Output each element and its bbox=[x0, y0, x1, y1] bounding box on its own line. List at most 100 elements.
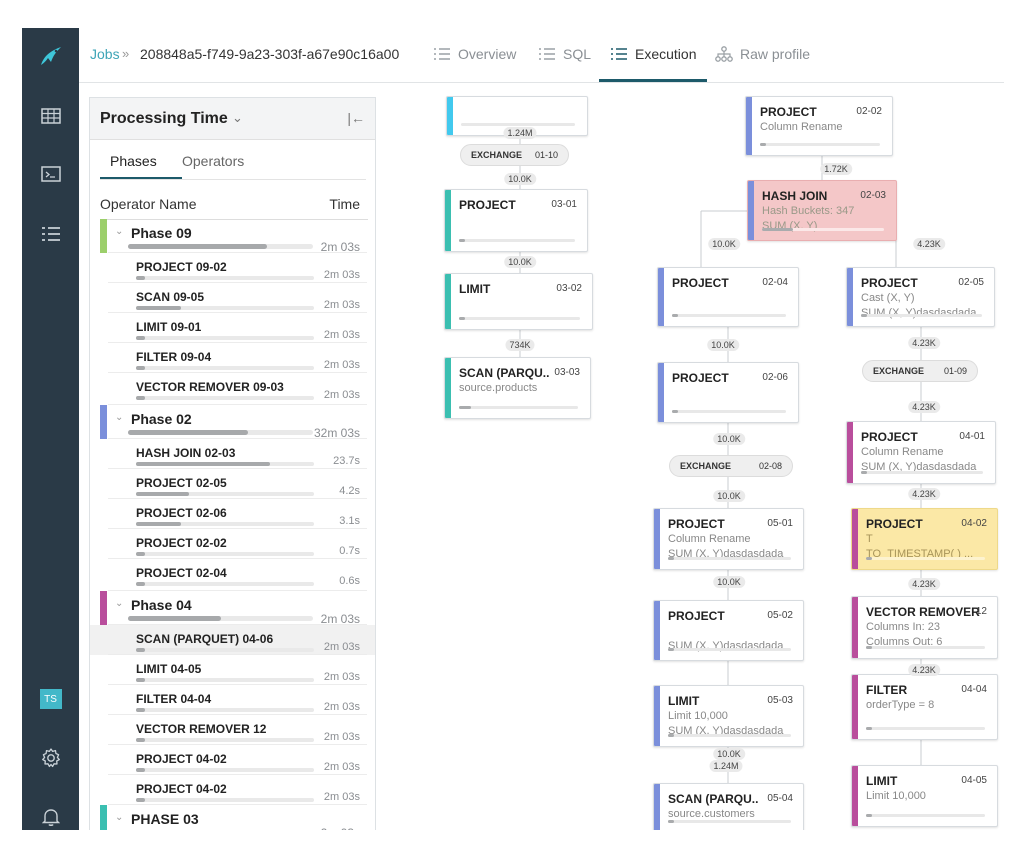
subtab-phases[interactable]: Phases bbox=[110, 153, 157, 169]
time-bar bbox=[136, 582, 314, 586]
operator-row[interactable]: SCAN (PARQUET) 04-06 2m 03s bbox=[90, 625, 375, 655]
operator-row[interactable]: VECTOR REMOVER 09-03 2m 03s bbox=[90, 373, 375, 405]
node-time-bar-fill bbox=[459, 406, 471, 409]
phase-row[interactable]: ⌄ Phase 09 2m 03s bbox=[90, 219, 375, 254]
operator-row[interactable]: LIMIT 04-05 2m 03s bbox=[90, 655, 375, 685]
subtab-operators[interactable]: Operators bbox=[182, 153, 245, 169]
operator-node[interactable]: LIMIT 03-02 bbox=[444, 273, 593, 330]
operator-node[interactable]: HASH JOIN 02-03 Hash Buckets: 347 SUM (X, Y… bbox=[747, 180, 897, 241]
operator-node[interactable]: PROJECT 02-02 Column Rename bbox=[745, 96, 893, 156]
job-id: 208848a5-f749-9a23-303f-a67e90c16a00 bbox=[140, 46, 400, 62]
operator-row[interactable]: FILTER 04-04 2m 03s bbox=[90, 685, 375, 715]
chevron-down-icon[interactable]: ⌄ bbox=[115, 412, 124, 423]
node-time-bar-fill bbox=[459, 317, 466, 320]
operator-node[interactable]: LIMIT 04-05 Limit 10,000 bbox=[851, 765, 998, 827]
row-time: 0.6s bbox=[339, 575, 360, 587]
operator-row[interactable]: PROJECT 04-02 2m 03s bbox=[90, 745, 375, 775]
operator-row[interactable]: PROJECT 04-02 2m 03s bbox=[90, 775, 375, 805]
phase-row[interactable]: ⌄ Phase 02 32m 03s bbox=[90, 405, 375, 440]
operator-row[interactable]: LIMIT 09-01 2m 03s bbox=[90, 313, 375, 343]
node-title: FILTER bbox=[866, 683, 908, 697]
node-detail: T bbox=[866, 533, 873, 545]
operator-row[interactable]: FILTER 09-04 2m 03s bbox=[90, 343, 375, 373]
table-icon[interactable] bbox=[22, 105, 79, 127]
tab-sql[interactable]: SQL bbox=[538, 46, 591, 62]
node-detail: Limit 10,000 bbox=[866, 790, 926, 802]
time-bar bbox=[128, 244, 313, 249]
node-code: 05-02 bbox=[767, 610, 793, 621]
terminal-icon[interactable] bbox=[22, 163, 79, 185]
row-divider bbox=[108, 282, 367, 283]
operator-row[interactable]: PROJECT 09-02 2m 03s bbox=[90, 253, 375, 283]
row-divider bbox=[108, 312, 367, 313]
operator-row[interactable]: SCAN 09-05 2m 03s bbox=[90, 283, 375, 313]
chevron-down-icon[interactable]: ⌄ bbox=[115, 226, 124, 237]
operator-row[interactable]: PROJECT 02-05 4.2s bbox=[90, 469, 375, 499]
exchange-code: 01-09 bbox=[943, 366, 967, 376]
tab-raw-profile[interactable]: Raw profile bbox=[715, 46, 810, 62]
list-icon[interactable] bbox=[22, 223, 79, 245]
phase-color-accent bbox=[852, 509, 858, 569]
operator-node[interactable]: PROJECT 02-05 Cast (X, Y) SUM (X, Y)dasdasd… bbox=[846, 267, 995, 327]
operator-node[interactable]: VECTOR REMOVER 12 Columns In: 23 Columns Ou… bbox=[851, 596, 998, 659]
tab-overview-label: Overview bbox=[458, 46, 517, 62]
operator-node[interactable]: PROJECT 02-04 bbox=[657, 267, 799, 327]
tab-overview[interactable]: Overview bbox=[433, 46, 516, 62]
node-code: 02-03 bbox=[860, 190, 886, 201]
chevron-down-icon[interactable]: ⌄ bbox=[115, 812, 124, 823]
operator-node[interactable]: FILTER 04-04 orderType = 8 bbox=[851, 674, 998, 740]
row-time: 2m 03s bbox=[323, 269, 360, 281]
chevron-down-icon[interactable]: ⌄ bbox=[232, 110, 243, 125]
node-detail: source.products bbox=[459, 382, 538, 394]
panel-header: Processing Time ⌄ |← bbox=[90, 98, 375, 140]
exchange-node[interactable]: EXCHANGE 02-08 bbox=[669, 455, 793, 477]
collapse-panel-icon[interactable]: |← bbox=[347, 110, 365, 126]
node-time-bar bbox=[672, 314, 786, 317]
operator-node[interactable]: PROJECT 05-01 Column Rename SUM (X, Y)dasda… bbox=[653, 508, 804, 570]
row-divider bbox=[108, 528, 367, 529]
row-time: 2m 03s bbox=[323, 299, 360, 311]
node-title: PROJECT bbox=[672, 371, 729, 385]
node-time-bar-fill bbox=[866, 557, 872, 560]
row-divider bbox=[108, 714, 367, 715]
row-name: FILTER 09-04 bbox=[136, 350, 212, 364]
operator-node[interactable]: PROJECT 05-02 SUM (X, Y)dasdasdada bbox=[653, 600, 804, 661]
node-title: PROJECT bbox=[861, 430, 918, 444]
operator-node[interactable]: LIMIT 05-03 Limit 10,000 SUM (X, Y)dasdasda… bbox=[653, 685, 804, 747]
node-code: 02-06 bbox=[762, 372, 788, 383]
operator-row[interactable]: VECTOR REMOVER 12 2m 03s bbox=[90, 715, 375, 745]
operator-node[interactable]: PROJECT 03-01 bbox=[444, 189, 588, 252]
operator-node[interactable]: SCAN (PARQU.. 05-04 source.customers bbox=[653, 783, 804, 830]
operator-node[interactable]: PROJECT 02-06 bbox=[657, 362, 799, 423]
node-code: 05-04 bbox=[767, 793, 793, 804]
operator-row[interactable]: HASH JOIN 02-03 23.7s bbox=[90, 439, 375, 469]
edge-row-count: 10.0K bbox=[713, 748, 745, 760]
logo-icon[interactable] bbox=[22, 42, 79, 72]
phase-color-stripe bbox=[100, 805, 107, 830]
operator-node[interactable]: PROJECT 04-02 T TO_TIMESTAMP( ) ... bbox=[851, 508, 998, 570]
row-name: VECTOR REMOVER 09-03 bbox=[136, 380, 284, 394]
chevron-down-icon[interactable]: ⌄ bbox=[115, 598, 124, 609]
operator-node[interactable]: SCAN (PARQU.. 03-03 source.products bbox=[444, 357, 591, 419]
phase-row[interactable]: ⌄ PHASE 03 2m 03s bbox=[90, 805, 375, 830]
avatar-initials: TS bbox=[39, 689, 62, 709]
bell-icon[interactable] bbox=[22, 806, 79, 828]
operator-row[interactable]: PROJECT 02-06 3.1s bbox=[90, 499, 375, 529]
phase-row[interactable]: ⌄ Phase 04 2m 03s bbox=[90, 591, 375, 626]
row-time: 2m 03s bbox=[323, 329, 360, 341]
tab-execution-label: Execution bbox=[635, 46, 697, 62]
user-avatar[interactable]: TS bbox=[22, 689, 79, 709]
node-time-bar-fill bbox=[762, 228, 793, 231]
node-title: SCAN (PARQU.. bbox=[459, 366, 550, 380]
row-time: 0.7s bbox=[339, 545, 360, 557]
exchange-node[interactable]: EXCHANGE 01-10 bbox=[460, 144, 569, 166]
exchange-node[interactable]: EXCHANGE 01-09 bbox=[862, 360, 978, 382]
operator-node[interactable]: PROJECT 04-01 Column Rename SUM (X, Y)dasda… bbox=[846, 421, 996, 484]
row-divider bbox=[108, 404, 367, 405]
tab-execution[interactable]: Execution bbox=[610, 46, 696, 62]
time-bar bbox=[136, 396, 314, 400]
breadcrumb-jobs-link[interactable]: Jobs bbox=[90, 46, 120, 62]
operator-row[interactable]: PROJECT 02-04 0.6s bbox=[90, 559, 375, 591]
operator-row[interactable]: PROJECT 02-02 0.7s bbox=[90, 529, 375, 559]
gear-icon[interactable] bbox=[22, 746, 79, 770]
